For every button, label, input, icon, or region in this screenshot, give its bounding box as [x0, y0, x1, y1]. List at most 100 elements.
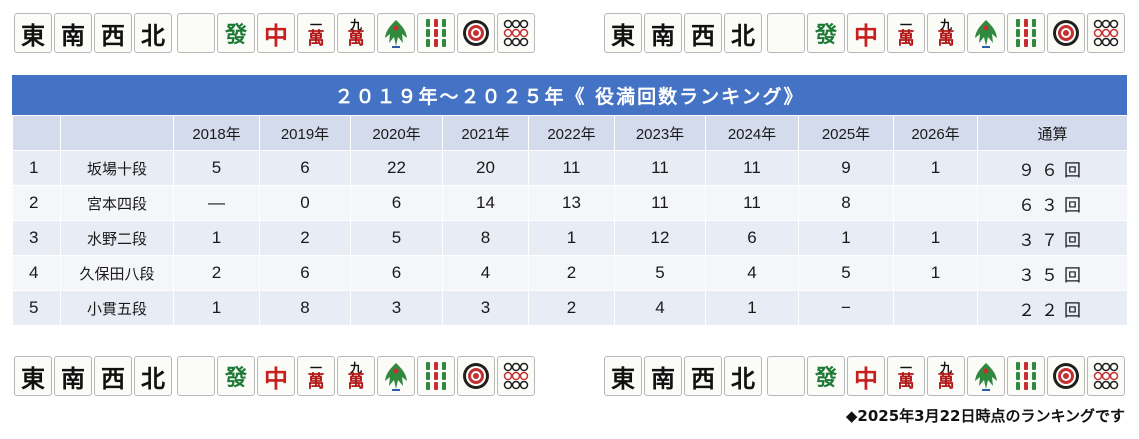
header-rank: [12, 115, 61, 151]
year-count-cell: 2: [528, 255, 615, 291]
east-wind-tile: 東: [604, 13, 642, 53]
white-dragon-tile: [767, 356, 805, 396]
green-dragon-tile: 發: [807, 13, 845, 53]
player-name-cell: 水野二段: [60, 220, 174, 256]
year-count-cell: 2: [528, 290, 615, 326]
table-row: 5 小貫五段 1 8 3 3 2 4 1−２２回: [12, 290, 1128, 326]
one-pin-circle-icon: [1047, 13, 1085, 53]
total-cell: ３５回: [977, 255, 1128, 291]
year-count-cell: −: [798, 290, 894, 326]
nine-man-tile: 九萬: [337, 356, 375, 396]
year-count-cell: ―: [173, 185, 260, 221]
east-wind-tile: 東: [14, 13, 52, 53]
year-count-cell: 6: [259, 255, 351, 291]
one-sou-bird-icon: [377, 13, 415, 53]
west-wind-tile: 西: [94, 13, 132, 53]
green-dragon-tile: 發: [217, 13, 255, 53]
year-count-cell: 4: [442, 255, 529, 291]
header-cell: 2020年: [350, 115, 443, 151]
year-count-cell: 6: [705, 220, 799, 256]
rank-cell: 1: [12, 150, 61, 186]
one-man-tile: 一萬: [297, 13, 335, 53]
table-row: 2 宮本四段 ― 0 6 14 13 11 11 8 ６３回: [12, 185, 1128, 221]
header-cell: 2025年: [798, 115, 894, 151]
year-count-cell: 8: [442, 220, 529, 256]
player-name-cell: 坂場十段: [60, 150, 174, 186]
rank-cell: 3: [12, 220, 61, 256]
one-man-tile: 一萬: [887, 356, 925, 396]
year-count-cell: 5: [173, 150, 260, 186]
year-count-cell: 6: [259, 150, 351, 186]
tile-row-top-left: 東 南 西 北 發 中 一萬 九萬: [14, 13, 535, 53]
year-count-cell: 4: [614, 290, 706, 326]
total-cell: ９６回: [977, 150, 1128, 186]
south-wind-tile: 南: [54, 13, 92, 53]
year-count-cell: 5: [798, 255, 894, 291]
year-count-cell: [893, 290, 978, 326]
north-wind-tile: 北: [134, 356, 172, 396]
year-count-cell: 12: [614, 220, 706, 256]
one-pin-circle-icon: [457, 13, 495, 53]
year-count-cell: 1: [528, 220, 615, 256]
ranking-title: ２０１９年～２０２５年《 役満回数ランキング》: [12, 75, 1127, 115]
table-row: 1 坂場十段 5 6 22 20 11 11 11 9 1 ９６回: [12, 150, 1128, 186]
one-sou-bird-icon: [967, 13, 1005, 53]
year-count-cell: 14: [442, 185, 529, 221]
west-wind-tile: 西: [94, 356, 132, 396]
header-cell: 2024年: [705, 115, 799, 151]
year-count-cell: 11: [528, 150, 615, 186]
year-count-cell: 1: [705, 290, 799, 326]
year-count-cell: 20: [442, 150, 529, 186]
tile-row-bottom-right: 東 南 西 北 發 中 一萬 九萬: [604, 356, 1125, 396]
total-cell: ６３回: [977, 185, 1128, 221]
nine-sou-tile: [1007, 13, 1045, 53]
nine-pin-tile: [1087, 13, 1125, 53]
green-dragon-tile: 發: [807, 356, 845, 396]
year-count-cell: 1: [893, 255, 978, 291]
header-cell: 2026年: [893, 115, 978, 151]
year-count-cell: 4: [705, 255, 799, 291]
header-cell: 2021年: [442, 115, 529, 151]
header-cell: 2018年: [173, 115, 260, 151]
nine-man-tile: 九萬: [337, 13, 375, 53]
one-man-tile: 一萬: [887, 13, 925, 53]
table-row: 4 久保田八段 2 6 6 4 2 5 4 5 1 ３５回: [12, 255, 1128, 291]
year-count-cell: 1: [173, 290, 260, 326]
west-wind-tile: 西: [684, 13, 722, 53]
year-count-cell: 1: [893, 150, 978, 186]
year-count-cell: 1: [173, 220, 260, 256]
year-count-cell: 3: [350, 290, 443, 326]
header-name: [60, 115, 174, 151]
rank-cell: 4: [12, 255, 61, 291]
south-wind-tile: 南: [54, 356, 92, 396]
nine-sou-tile: [417, 356, 455, 396]
white-dragon-tile: [767, 13, 805, 53]
year-count-cell: 13: [528, 185, 615, 221]
year-count-cell: 11: [705, 150, 799, 186]
nine-man-tile: 九萬: [927, 356, 965, 396]
year-count-cell: [893, 185, 978, 221]
nine-pin-tile: [1087, 356, 1125, 396]
nine-sou-tile: [417, 13, 455, 53]
one-pin-circle-icon: [457, 356, 495, 396]
nine-sou-tile: [1007, 356, 1045, 396]
year-count-cell: 11: [614, 185, 706, 221]
rank-cell: 2: [12, 185, 61, 221]
year-count-cell: 22: [350, 150, 443, 186]
footnote: ◆2025年3月22日時点のランキングです: [845, 407, 1125, 425]
ranking-table: 2018年 2019年 2020年 2021年 2022年 2023年 2024年 2025年…: [12, 115, 1128, 326]
table-row: 3 水野二段 1 2 5 8 1 12 6 1 1 ３７回: [12, 220, 1128, 256]
east-wind-tile: 東: [604, 356, 642, 396]
red-dragon-tile: 中: [257, 13, 295, 53]
south-wind-tile: 南: [644, 13, 682, 53]
year-count-cell: 6: [350, 185, 443, 221]
north-wind-tile: 北: [724, 13, 762, 53]
year-count-cell: 5: [350, 220, 443, 256]
player-name-cell: 久保田八段: [60, 255, 174, 291]
west-wind-tile: 西: [684, 356, 722, 396]
header-cell: 2022年: [528, 115, 615, 151]
green-dragon-tile: 發: [217, 356, 255, 396]
red-dragon-tile: 中: [847, 356, 885, 396]
year-count-cell: 1: [893, 220, 978, 256]
rank-cell: 5: [12, 290, 61, 326]
